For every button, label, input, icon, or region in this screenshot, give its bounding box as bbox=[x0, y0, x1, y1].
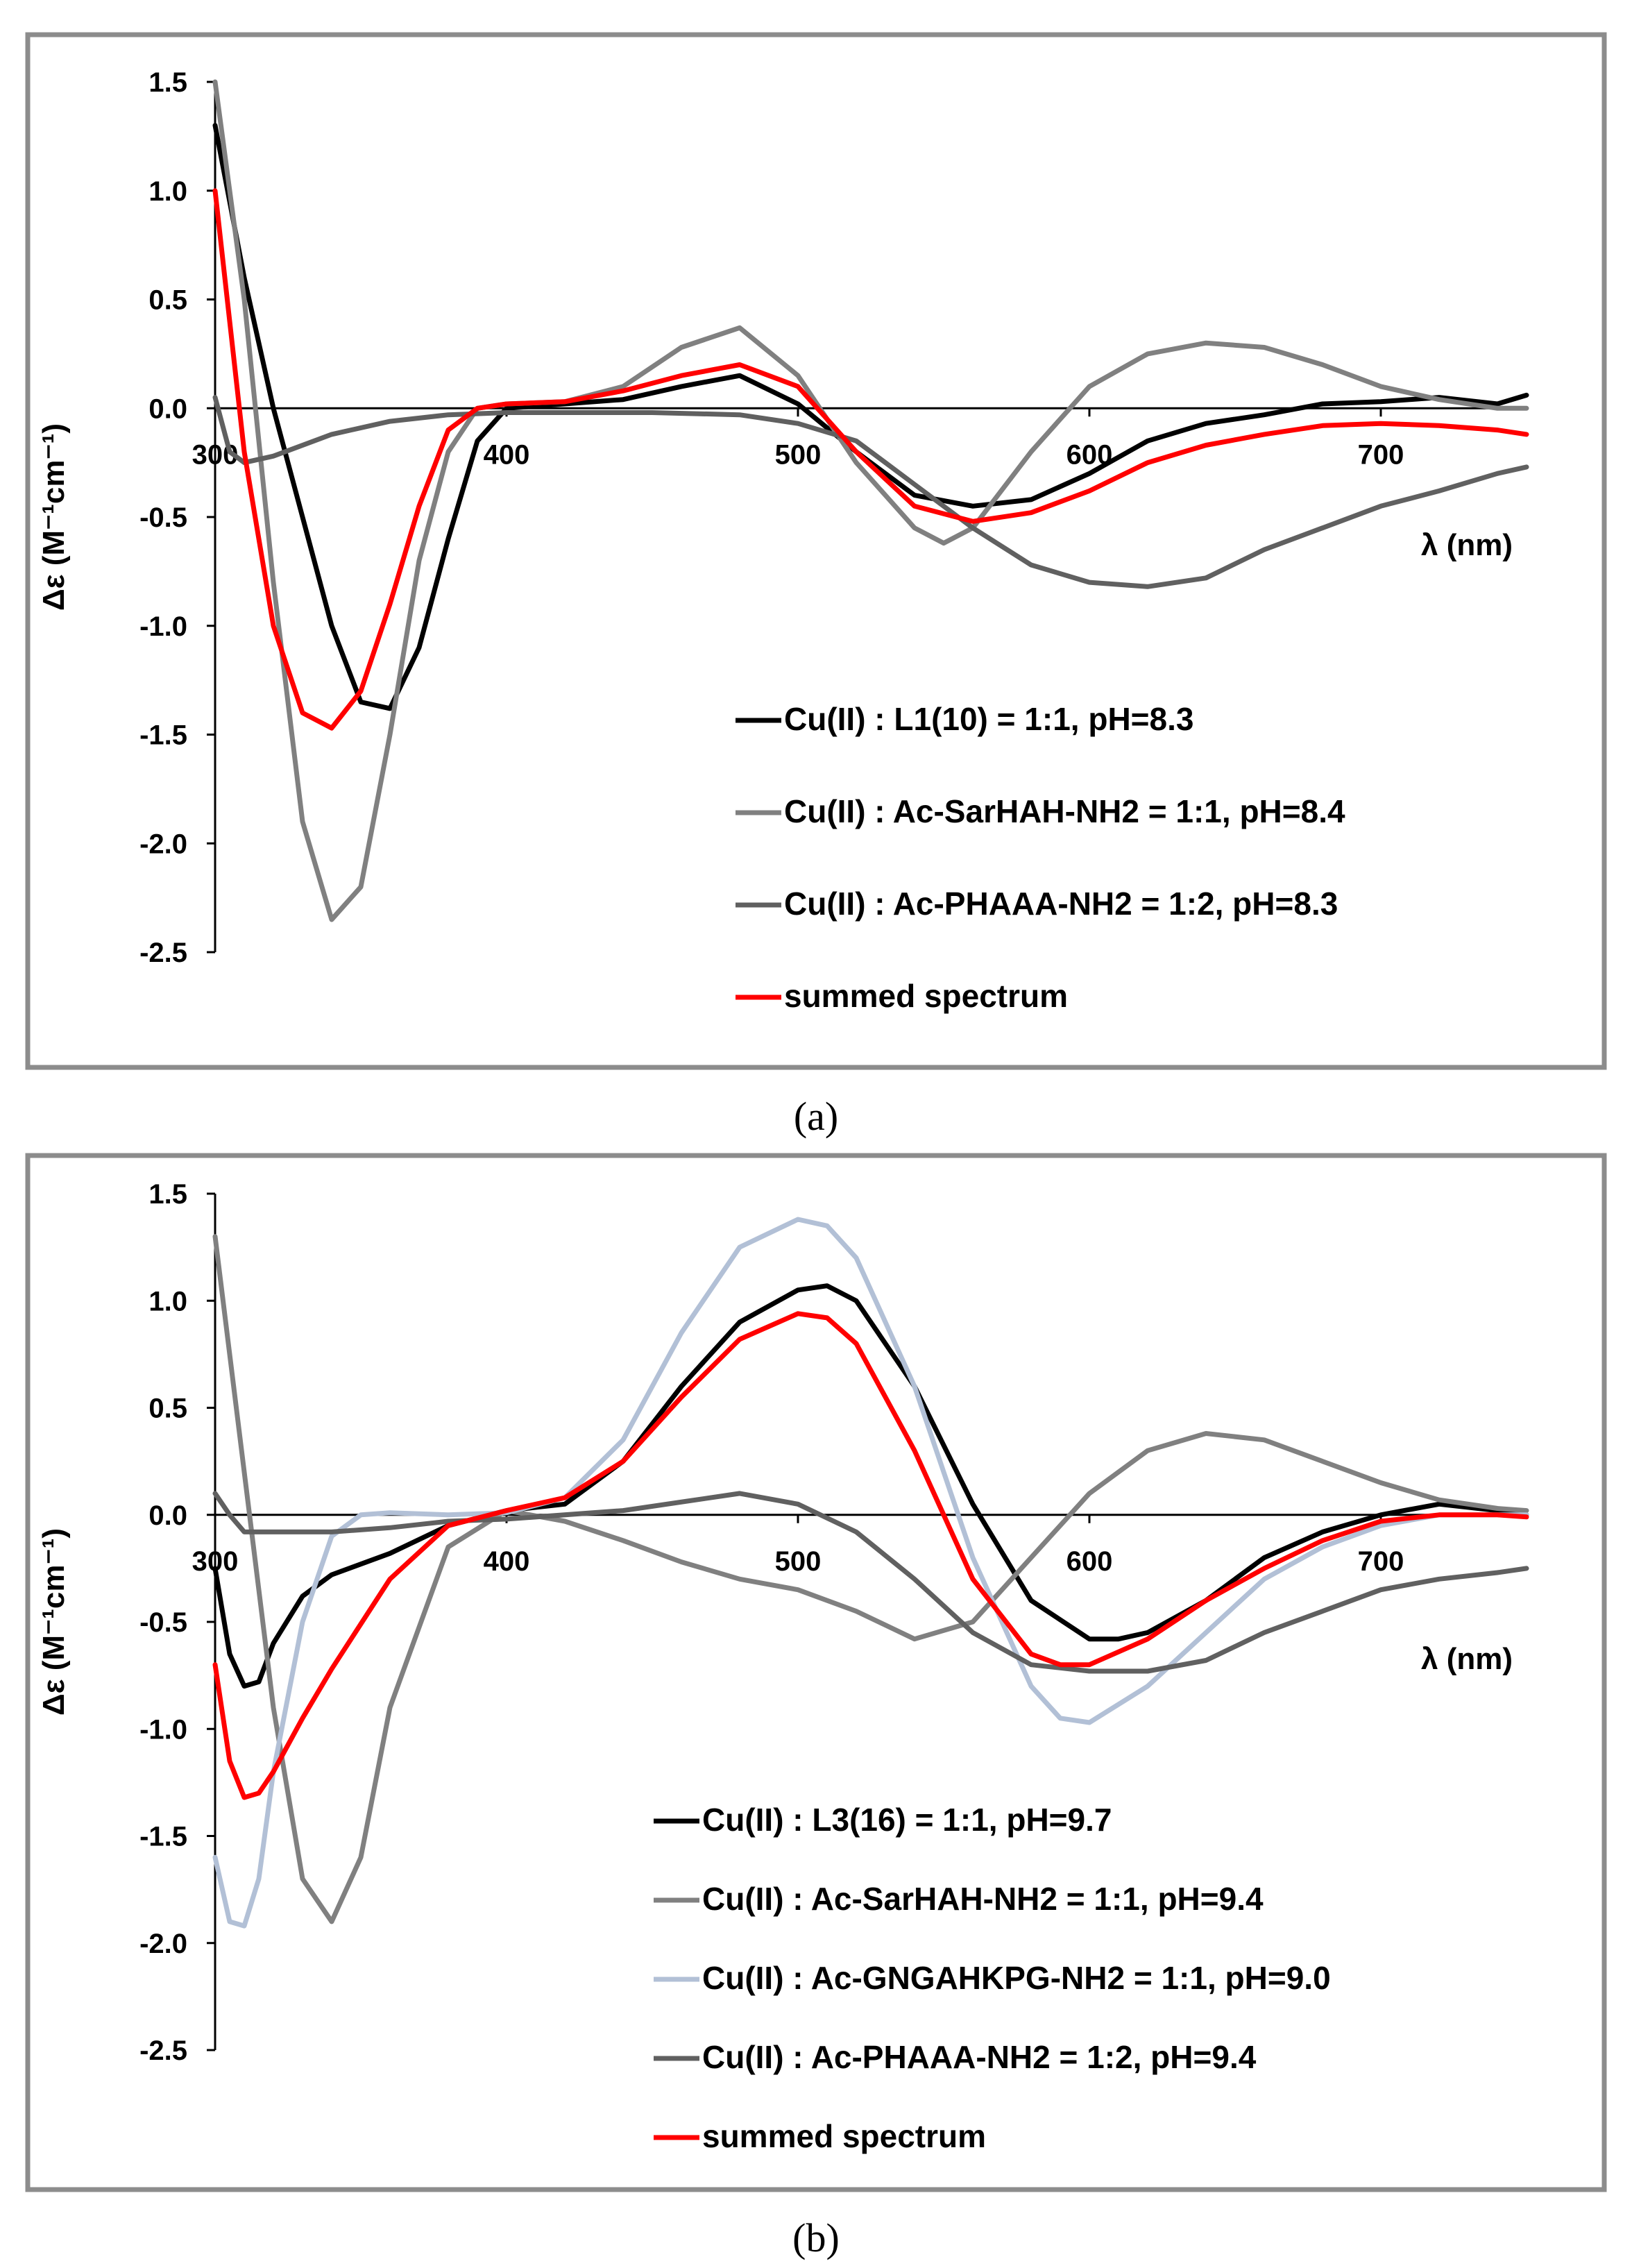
legend-label: summed spectrum bbox=[702, 2118, 986, 2154]
x-axis-title: λ (nm) bbox=[1421, 1642, 1513, 1676]
series-line-3 bbox=[212, 1217, 1529, 1929]
series-line-3 bbox=[212, 395, 1529, 589]
legend: Cu(II) : L3(16) = 1:1, pH=9.7 Cu(II) : Ac… bbox=[654, 1802, 1331, 2154]
x-tick-label: 600 bbox=[1066, 1546, 1113, 1577]
series-line-5 bbox=[212, 1311, 1529, 1800]
y-tick-label: 0.0 bbox=[148, 393, 187, 424]
figure-caption: (a) bbox=[794, 1094, 838, 1139]
legend-label: Cu(II) : Ac-SarHAH-NH2 = 1:1, pH=9.4 bbox=[702, 1881, 1264, 1917]
series-line-4 bbox=[212, 188, 1529, 731]
legend: Cu(II) : L1(10) = 1:1, pH=8.3 Cu(II) : Ac… bbox=[736, 701, 1345, 1014]
series-line-2 bbox=[212, 79, 1529, 922]
x-tick-label: 500 bbox=[775, 439, 822, 470]
y-tick-label: -1.0 bbox=[139, 611, 187, 642]
y-tick-label: -1.5 bbox=[139, 1822, 187, 1852]
series-line-2 bbox=[212, 1234, 1529, 1924]
y-tick-label: -1.5 bbox=[139, 720, 187, 751]
y-tick-label: 0.5 bbox=[148, 285, 187, 316]
legend-label: summed spectrum bbox=[784, 978, 1068, 1014]
y-tick-label: 1.5 bbox=[148, 67, 187, 98]
legend-label: Cu(II) : Ac-PHAAA-NH2 = 1:2, pH=9.4 bbox=[702, 2039, 1257, 2075]
series-line-4 bbox=[212, 1491, 1529, 1674]
legend-label: Cu(II) : L3(16) = 1:1, pH=9.7 bbox=[702, 1802, 1112, 1838]
y-tick-label: -1.0 bbox=[139, 1714, 187, 1745]
series-line-1 bbox=[212, 123, 1529, 711]
x-tick-label: 500 bbox=[775, 1546, 822, 1577]
x-tick-label: 700 bbox=[1358, 439, 1404, 470]
legend-label: Cu(II) : Ac-SarHAH-NH2 = 1:1, pH=8.4 bbox=[784, 793, 1345, 829]
y-tick-label: -2.5 bbox=[139, 2036, 187, 2066]
y-tick-label: -2.0 bbox=[139, 829, 187, 859]
y-tick-label: -2.5 bbox=[139, 938, 187, 968]
y-axis-title: Δε (M⁻¹cm⁻¹) bbox=[37, 423, 71, 611]
legend-label: Cu(II) : Ac-GNGAHKPG-NH2 = 1:1, pH=9.0 bbox=[702, 1960, 1331, 1996]
y-tick-label: -2.0 bbox=[139, 1929, 187, 1959]
x-tick-label: 400 bbox=[484, 1546, 530, 1577]
series-line-1 bbox=[212, 1283, 1529, 1689]
y-tick-label: 1.5 bbox=[148, 1179, 187, 1210]
legend-label: Cu(II) : L1(10) = 1:1, pH=8.3 bbox=[784, 701, 1193, 737]
legend-label: Cu(II) : Ac-PHAAA-NH2 = 1:2, pH=8.3 bbox=[784, 886, 1338, 922]
y-tick-label: 1.0 bbox=[148, 1286, 187, 1317]
y-tick-label: -0.5 bbox=[139, 1607, 187, 1638]
figure-caption: (b) bbox=[792, 2215, 840, 2260]
x-axis-title: λ (nm) bbox=[1421, 528, 1513, 562]
x-tick-label: 400 bbox=[484, 439, 530, 470]
y-tick-label: 1.0 bbox=[148, 176, 187, 207]
y-tick-label: -0.5 bbox=[139, 502, 187, 533]
x-tick-label: 700 bbox=[1358, 1546, 1404, 1577]
y-tick-label: 0.5 bbox=[148, 1394, 187, 1424]
chart-frame bbox=[25, 1153, 1607, 2192]
y-tick-label: 0.0 bbox=[148, 1500, 187, 1531]
chart-frame bbox=[25, 32, 1607, 1070]
y-axis-title: Δε (M⁻¹cm⁻¹) bbox=[37, 1528, 71, 1716]
